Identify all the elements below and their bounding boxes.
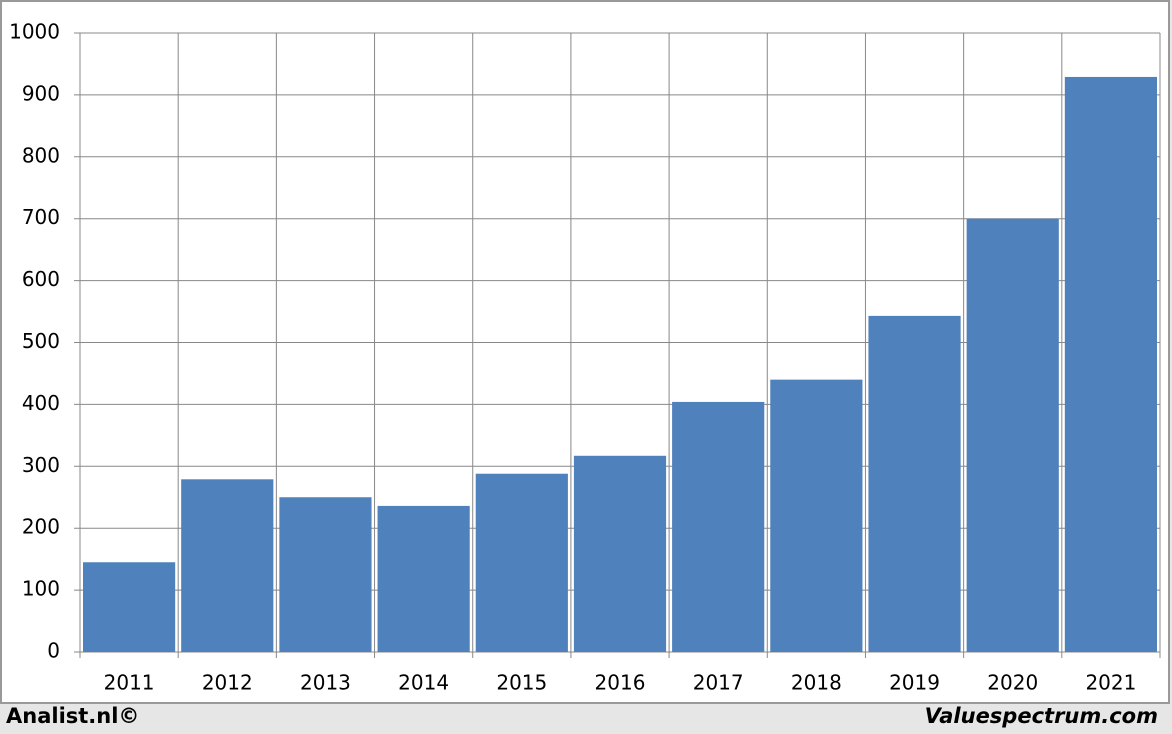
x-tick-label: 2016: [595, 671, 646, 695]
x-tick-label: 2014: [398, 671, 449, 695]
bar: [1064, 76, 1157, 653]
y-tick-label: 0: [47, 639, 60, 663]
x-tick-label: 2017: [693, 671, 744, 695]
y-tick-label: 1000: [9, 20, 60, 44]
bar: [966, 218, 1059, 652]
y-tick-label: 800: [22, 143, 60, 167]
bar: [868, 315, 961, 652]
footer-right: Valuespectrum.com: [925, 704, 1158, 728]
x-tick-label: 2013: [300, 671, 351, 695]
x-tick-label: 2011: [104, 671, 155, 695]
bar: [377, 505, 470, 652]
y-tick-label: 600: [22, 267, 60, 291]
y-tick-label: 700: [22, 205, 60, 229]
bar: [279, 497, 372, 652]
x-tick-label: 2012: [202, 671, 253, 695]
y-tick-label: 900: [22, 81, 60, 105]
y-tick-label: 300: [22, 453, 60, 477]
x-tick-label: 2018: [791, 671, 842, 695]
x-tick-label: 2015: [496, 671, 547, 695]
y-tick-label: 200: [22, 515, 60, 539]
y-tick-label: 100: [22, 577, 60, 601]
y-tick-label: 400: [22, 391, 60, 415]
bar: [83, 562, 176, 652]
footer-left: Analist.nl©: [6, 704, 139, 728]
x-tick-label: 2019: [889, 671, 940, 695]
y-tick-label: 500: [22, 329, 60, 353]
bar: [573, 455, 667, 652]
bar: [770, 379, 863, 652]
bar: [672, 401, 765, 652]
bar: [181, 479, 274, 652]
x-tick-label: 2021: [1085, 671, 1136, 695]
bar: [475, 473, 568, 652]
x-tick-label: 2020: [987, 671, 1038, 695]
